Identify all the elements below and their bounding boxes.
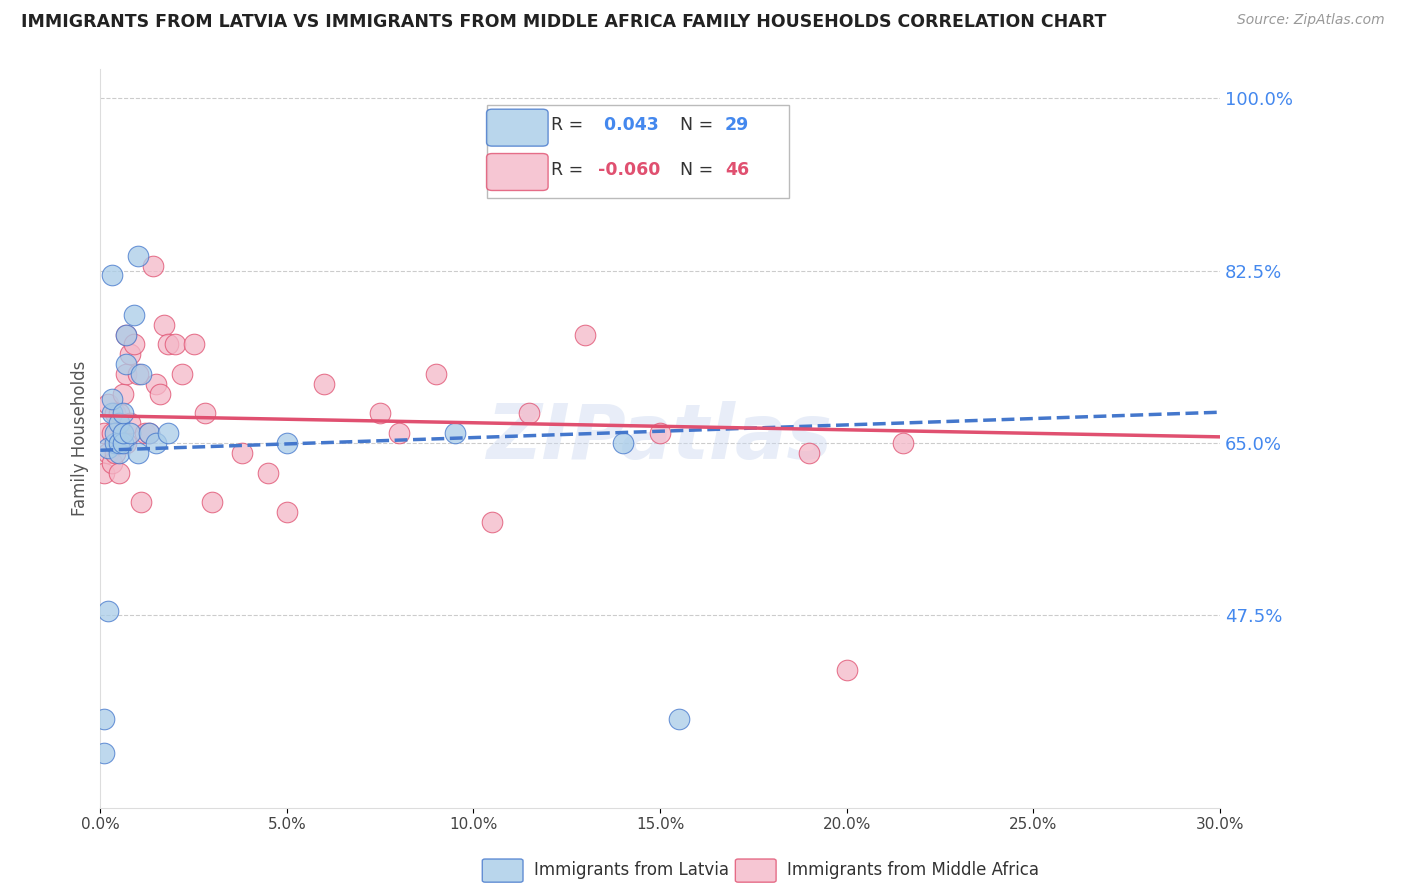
Point: [131, 495, 153, 509]
Point: [122, 308, 145, 322]
Point: [156, 337, 179, 351]
Point: [97, 396, 120, 410]
Point: [108, 407, 131, 421]
FancyBboxPatch shape: [486, 109, 548, 146]
Point: [835, 663, 858, 677]
FancyBboxPatch shape: [486, 105, 789, 198]
Point: [368, 407, 391, 421]
Point: [108, 466, 131, 480]
Point: [425, 367, 447, 381]
Point: [115, 327, 138, 342]
Point: [104, 426, 127, 441]
Point: [111, 426, 134, 441]
Point: [108, 417, 131, 431]
FancyBboxPatch shape: [486, 153, 548, 191]
Point: [145, 436, 167, 450]
Point: [97, 441, 120, 455]
Point: [172, 367, 194, 381]
Point: [115, 436, 138, 450]
Point: [97, 446, 120, 460]
Text: 0.043: 0.043: [599, 117, 659, 135]
Point: [115, 357, 138, 371]
Point: [138, 426, 160, 441]
Point: [574, 327, 596, 342]
Point: [152, 318, 174, 332]
Text: 46: 46: [725, 161, 749, 178]
Point: [120, 347, 142, 361]
Y-axis label: Family Households: Family Households: [72, 360, 89, 516]
Point: [115, 327, 138, 342]
Point: [111, 407, 134, 421]
Point: [668, 712, 690, 726]
Point: [194, 407, 217, 421]
Point: [100, 426, 122, 441]
Point: [145, 376, 167, 391]
Point: [276, 436, 298, 450]
Point: [443, 426, 465, 441]
Point: [891, 436, 914, 450]
Point: [231, 446, 253, 460]
Point: [799, 446, 821, 460]
Text: N =: N =: [681, 161, 718, 178]
Text: R =: R =: [551, 161, 589, 178]
Point: [648, 426, 671, 441]
Point: [93, 712, 115, 726]
Text: Immigrants from Middle Africa: Immigrants from Middle Africa: [787, 861, 1039, 879]
Point: [149, 386, 172, 401]
Text: Immigrants from Latvia: Immigrants from Latvia: [534, 861, 730, 879]
Point: [163, 337, 186, 351]
Point: [111, 436, 134, 450]
Point: [97, 603, 120, 617]
Point: [93, 747, 115, 761]
Point: [276, 505, 298, 519]
Point: [93, 466, 115, 480]
Point: [100, 407, 122, 421]
Point: [120, 417, 142, 431]
Point: [120, 426, 142, 441]
Point: [115, 367, 138, 381]
Point: [111, 386, 134, 401]
Point: [127, 446, 149, 460]
Text: Source: ZipAtlas.com: Source: ZipAtlas.com: [1237, 13, 1385, 28]
Point: [93, 426, 115, 441]
Point: [134, 426, 156, 441]
Point: [104, 436, 127, 450]
Text: IMMIGRANTS FROM LATVIA VS IMMIGRANTS FROM MIDDLE AFRICA FAMILY HOUSEHOLDS CORREL: IMMIGRANTS FROM LATVIA VS IMMIGRANTS FRO…: [21, 13, 1107, 31]
Point: [108, 436, 131, 450]
Point: [111, 426, 134, 441]
Point: [127, 367, 149, 381]
Point: [104, 407, 127, 421]
Point: [100, 268, 122, 283]
Text: R =: R =: [551, 117, 589, 135]
Point: [100, 456, 122, 470]
Point: [183, 337, 205, 351]
Point: [100, 392, 122, 406]
Point: [131, 367, 153, 381]
Point: [481, 515, 503, 529]
Point: [104, 446, 127, 460]
Point: [122, 337, 145, 351]
Point: [127, 249, 149, 263]
Text: N =: N =: [681, 117, 718, 135]
Text: -0.060: -0.060: [599, 161, 661, 178]
Point: [201, 495, 224, 509]
Point: [314, 376, 336, 391]
Point: [612, 436, 634, 450]
Text: ZIPatlas: ZIPatlas: [486, 401, 832, 475]
Point: [142, 259, 165, 273]
Point: [138, 426, 160, 441]
Point: [519, 407, 541, 421]
Point: [156, 426, 179, 441]
Point: [257, 466, 280, 480]
Point: [108, 446, 131, 460]
Text: 29: 29: [725, 117, 749, 135]
Point: [388, 426, 411, 441]
